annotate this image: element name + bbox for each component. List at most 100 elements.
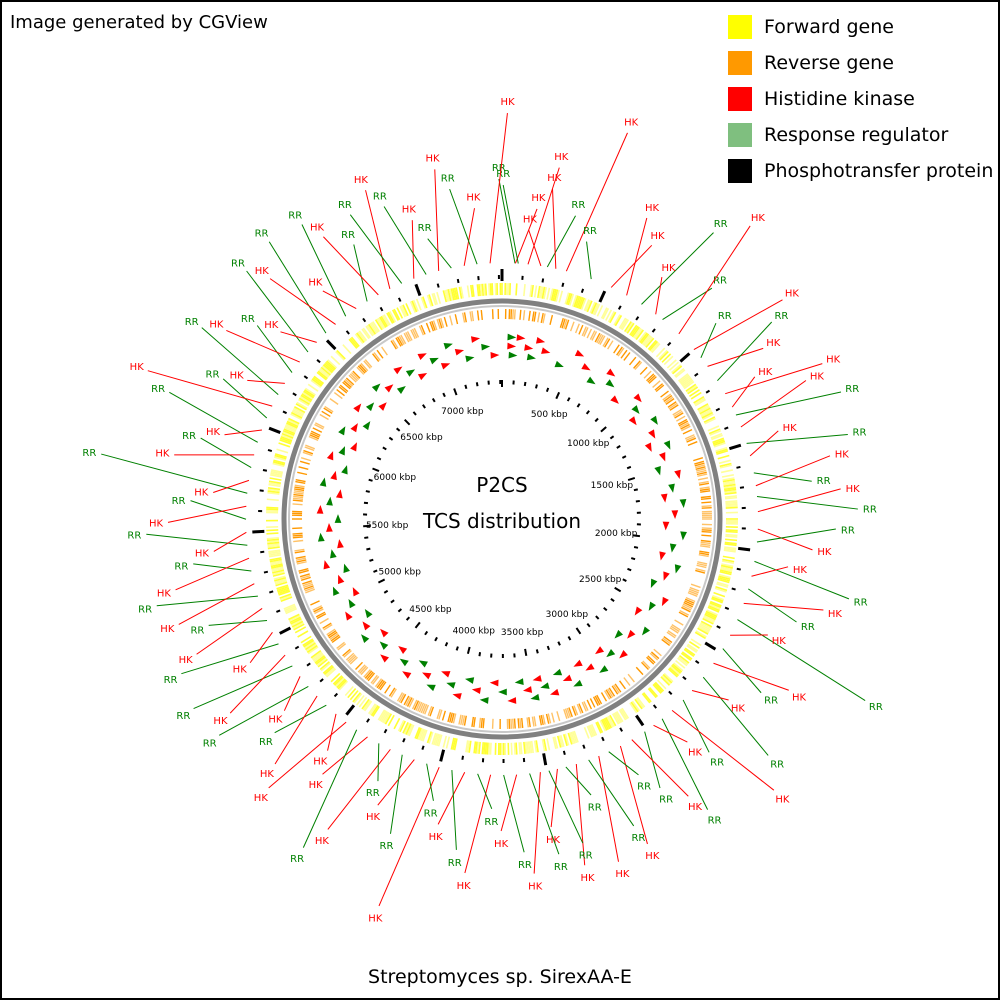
forward-gene-mark	[650, 341, 660, 353]
inner-tick	[567, 636, 572, 641]
inner-tick	[632, 534, 641, 538]
reverse-gene-mark	[679, 422, 690, 429]
tcs-marker	[633, 393, 642, 403]
reverse-gene-mark	[302, 581, 313, 587]
forward-gene-mark	[574, 295, 581, 308]
rr-label: RR	[151, 384, 165, 395]
callout-line	[156, 595, 258, 607]
tick-label: 3500 kbp	[501, 628, 544, 638]
tcs-marker	[674, 469, 681, 480]
inner-tick	[524, 648, 528, 657]
forward-gene-track	[266, 283, 738, 755]
inner-tick	[535, 649, 539, 654]
forward-gene-mark	[659, 350, 669, 361]
reverse-gene-mark	[436, 319, 441, 330]
forward-gene-mark	[347, 688, 357, 699]
forward-gene-mark	[277, 587, 290, 593]
reverse-gene-mark	[395, 337, 402, 347]
rr-label: RR	[869, 702, 883, 713]
forward-gene-mark	[567, 293, 573, 306]
reverse-gene-mark	[688, 590, 699, 596]
forward-gene-mark	[697, 403, 709, 411]
forward-gene-mark	[700, 622, 712, 630]
reverse-gene-mark	[641, 661, 649, 670]
forward-gene-mark	[723, 549, 736, 553]
forward-gene-mark	[709, 600, 722, 607]
reverse-gene-mark	[542, 313, 546, 324]
forward-gene-mark	[647, 339, 657, 350]
forward-gene-mark	[724, 543, 737, 547]
forward-gene-mark	[273, 575, 286, 581]
tick-label: 4000 kbp	[453, 626, 496, 636]
reverse-gene-mark	[390, 688, 397, 698]
forward-gene-mark	[546, 738, 551, 751]
forward-gene-mark	[724, 541, 737, 545]
forward-gene-mark	[510, 742, 513, 755]
forward-gene-mark	[725, 538, 738, 542]
inner-tick	[364, 536, 369, 539]
forward-gene-mark	[588, 725, 595, 737]
reverse-gene-mark	[681, 606, 691, 613]
forward-gene-mark	[565, 292, 571, 305]
forward-gene-mark	[724, 490, 737, 494]
hk-label: HK	[828, 609, 843, 620]
forward-gene-mark	[304, 642, 316, 651]
reverse-gene-mark	[449, 712, 453, 723]
forward-gene-mark	[315, 656, 326, 665]
hk-label: HK	[688, 747, 703, 758]
reverse-gene-mark	[469, 311, 473, 322]
outer-tick	[617, 305, 622, 310]
outer-tick	[724, 426, 729, 430]
reverse-gene-mark	[616, 346, 623, 356]
hk-label: HK	[457, 881, 472, 892]
forward-gene-mark	[695, 630, 707, 638]
legend-swatch-forward-gene	[728, 15, 752, 39]
forward-gene-mark	[586, 725, 593, 738]
forward-gene-mark	[290, 413, 302, 421]
callout-line	[280, 331, 317, 343]
reverse-gene-mark	[512, 718, 515, 729]
forward-gene-mark	[483, 283, 486, 296]
reverse-gene-mark	[398, 335, 405, 345]
forward-gene-mark	[285, 607, 298, 615]
reverse-gene-mark	[450, 712, 455, 724]
forward-gene-mark	[634, 698, 643, 710]
tick-label: 1000 kbp	[567, 439, 610, 449]
reverse-gene-mark	[620, 349, 628, 359]
reverse-gene-mark	[607, 340, 614, 350]
reverse-gene-mark	[425, 322, 431, 333]
inner-tick	[434, 636, 438, 642]
forward-gene-mark	[606, 716, 614, 728]
reverse-gene-mark	[650, 651, 660, 660]
forward-gene-mark	[412, 299, 419, 312]
forward-gene-mark	[311, 651, 323, 660]
reverse-gene-mark	[551, 712, 555, 723]
forward-gene-mark	[393, 308, 401, 321]
tcs-marker	[380, 628, 389, 638]
forward-gene-mark	[299, 396, 311, 404]
forward-gene-mark	[590, 723, 598, 736]
reverse-gene-track	[292, 309, 712, 729]
callout-line	[229, 654, 286, 714]
reverse-gene-mark	[700, 545, 711, 548]
reverse-gene-mark	[454, 314, 459, 325]
forward-gene-mark	[466, 285, 471, 298]
reverse-gene-mark	[700, 543, 711, 547]
reverse-gene-mark	[674, 412, 684, 419]
forward-gene-mark	[269, 477, 282, 481]
hk-label: HK	[155, 449, 170, 460]
rr-label: RR	[708, 815, 722, 826]
forward-gene-mark	[387, 311, 395, 324]
forward-gene-mark	[654, 681, 665, 692]
forward-gene-mark	[266, 538, 279, 542]
forward-gene-mark	[720, 566, 733, 571]
rr-label: RR	[424, 808, 438, 819]
rr-label: RR	[176, 711, 190, 722]
reverse-gene-mark	[292, 536, 303, 539]
reverse-gene-mark	[542, 714, 546, 725]
forward-gene-mark	[414, 726, 421, 739]
reverse-gene-mark	[596, 333, 603, 344]
forward-gene-mark	[697, 627, 709, 635]
reverse-gene-mark	[671, 624, 681, 631]
forward-gene-mark	[431, 732, 437, 745]
